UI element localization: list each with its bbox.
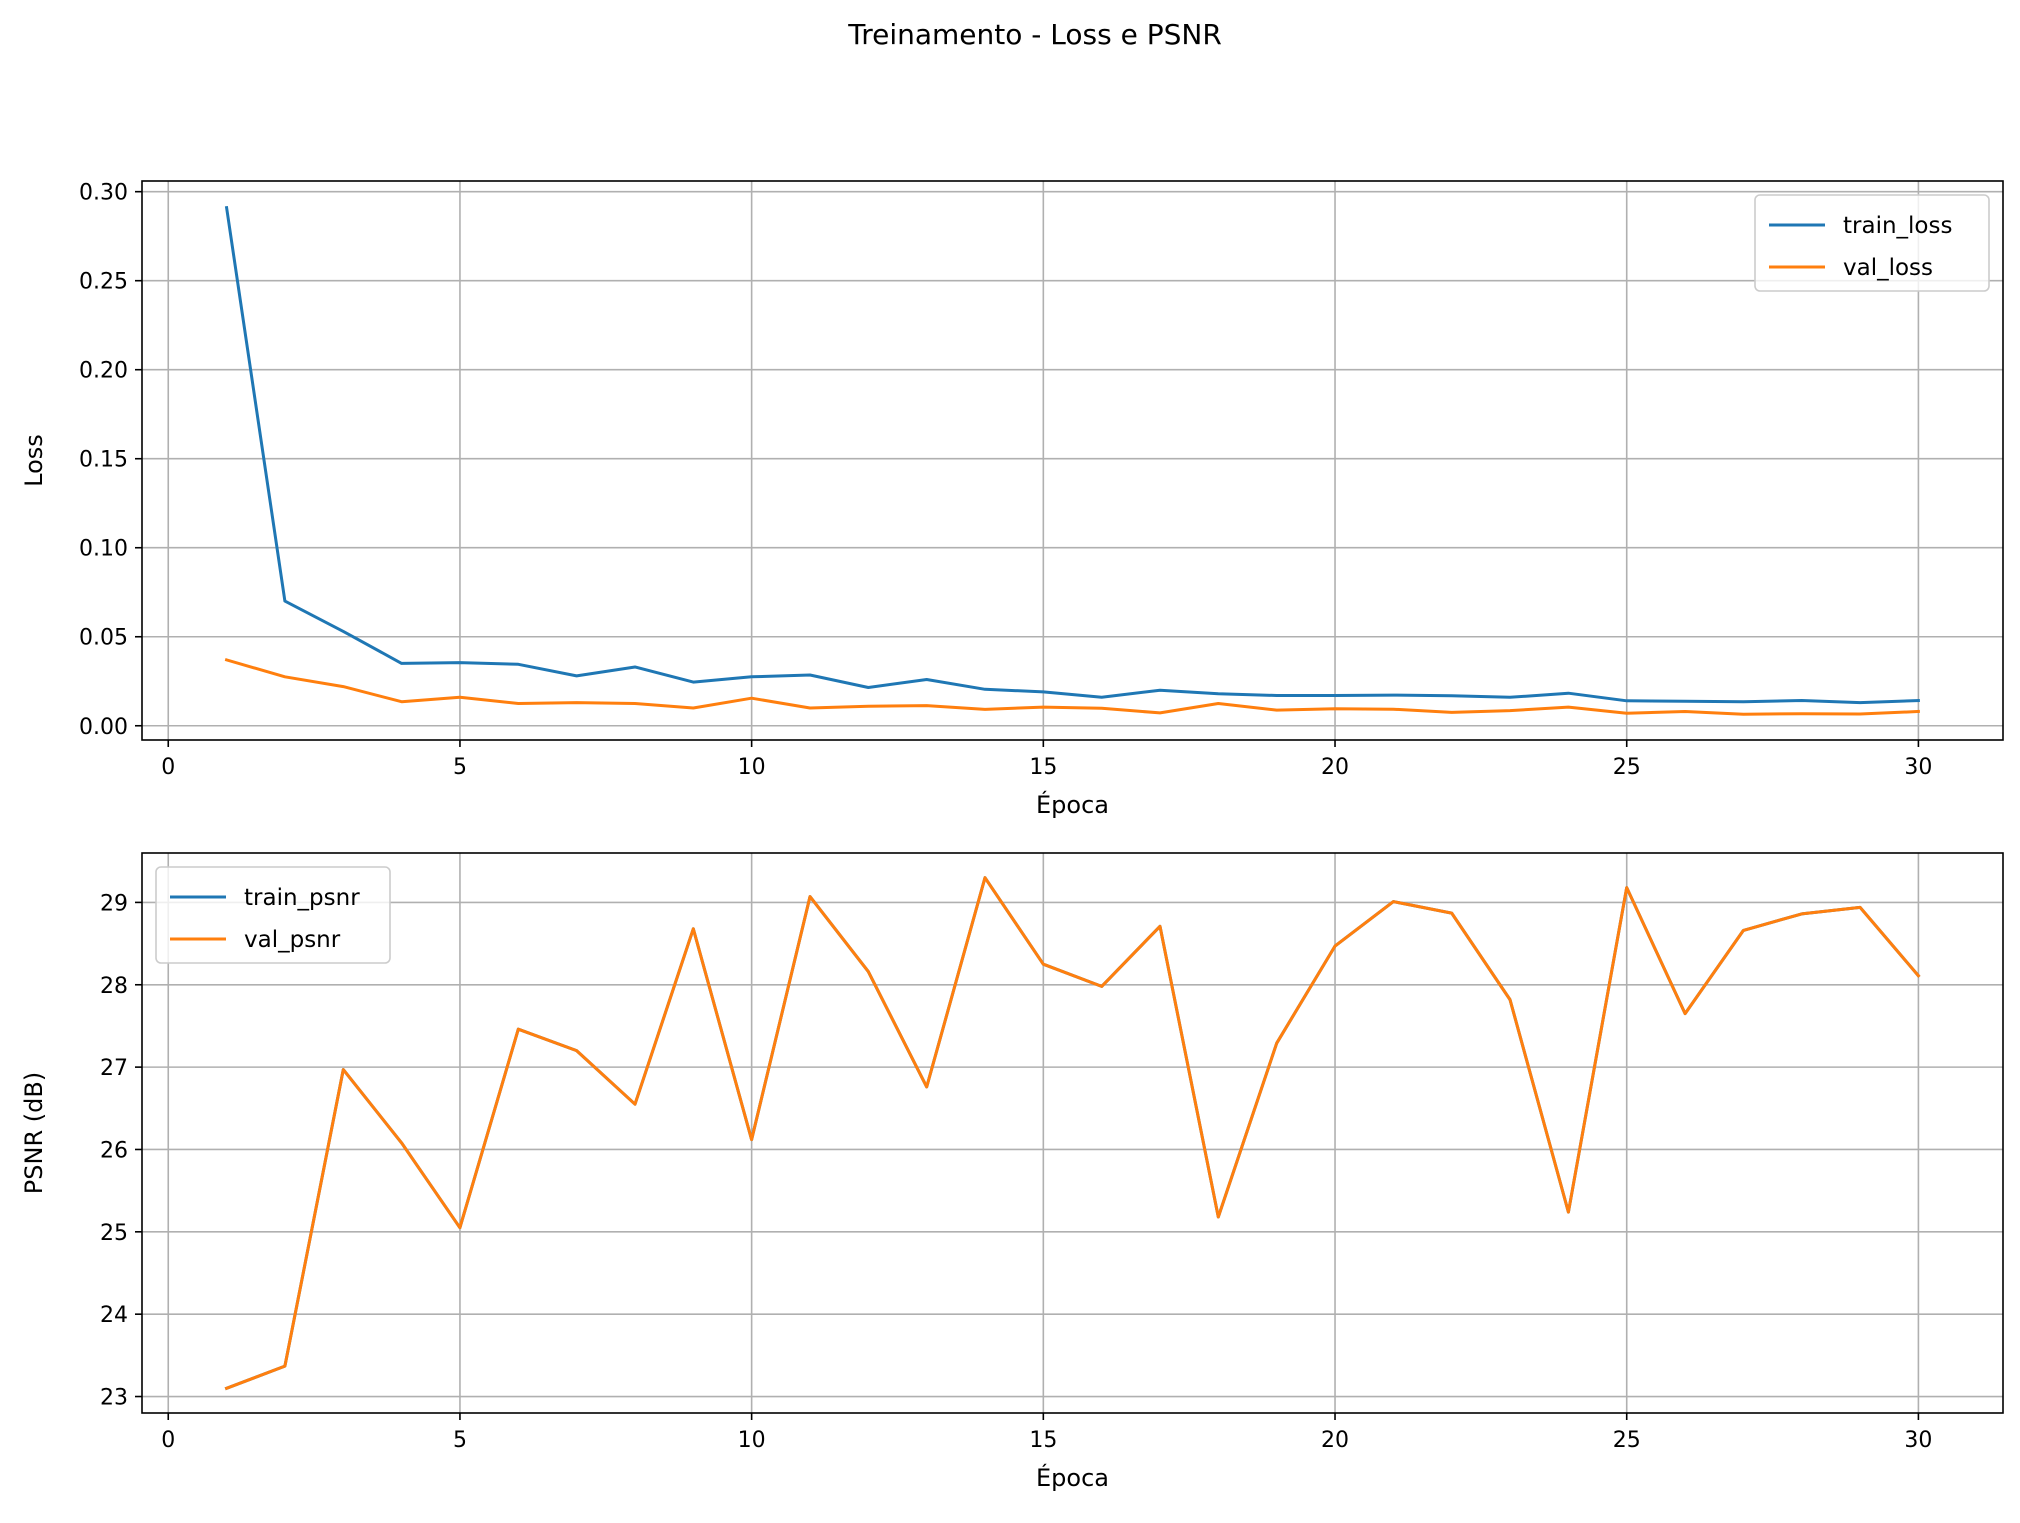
psnr-ytick-label: 29: [100, 891, 128, 916]
psnr-xlabel: Época: [1036, 1463, 1109, 1492]
loss-xlabel: Época: [1036, 790, 1109, 819]
psnr-legend: train_psnr val_psnr: [155, 866, 391, 964]
psnr-xtick-label: 10: [738, 1428, 766, 1453]
loss-xtick-label: 25: [1613, 755, 1641, 780]
loss-ytick-label: 0.15: [79, 448, 128, 473]
psnr-ytick-label: 24: [100, 1303, 128, 1328]
psnr-xtick-label: 0: [161, 1428, 175, 1453]
loss-ytick-label: 0.20: [79, 359, 128, 384]
loss-xtick-label: 0: [161, 755, 175, 780]
psnr-xtick-label: 5: [453, 1428, 467, 1453]
loss-subplot: 0 5 10 15 20 25 30 0.00 0.05 0.10 0.15 0.20 0.25 0.30…: [20, 180, 2004, 819]
psnr-ytick-label: 27: [100, 1056, 128, 1081]
psnr-ylabel: PSNR (dB): [20, 1072, 48, 1194]
loss-ytick-label: 0.30: [79, 181, 128, 206]
psnr-axes-frame: [141, 852, 2004, 1414]
figure-title: Treinamento - Loss e PSNR: [847, 18, 1222, 51]
psnr-ytick-label: 28: [100, 974, 128, 999]
loss-xtick-label: 15: [1029, 755, 1057, 780]
psnr-xtick-label: 30: [1904, 1428, 1932, 1453]
psnr-legend-label-train_psnr: train_psnr: [244, 885, 360, 911]
loss-legend: train_loss val_loss: [1754, 194, 1990, 292]
psnr-xtick-label: 25: [1613, 1428, 1641, 1453]
psnr-subplot: 0 5 10 15 20 25 30 23 24 25 26 27 28 29 Época PSNR (dB)…: [20, 852, 2004, 1492]
psnr-series-val_psnr: [224, 876, 1921, 1391]
psnr-ytick-label: 26: [100, 1138, 128, 1163]
psnr-xtick-label: 15: [1029, 1428, 1057, 1453]
loss-xtick-label: 20: [1321, 755, 1349, 780]
psnr-legend-label-val_psnr: val_psnr: [244, 927, 341, 953]
psnr-ytick-label: 23: [100, 1386, 128, 1411]
loss-xtick-label: 5: [453, 755, 467, 780]
loss-ytick-label: 0.10: [79, 537, 128, 562]
loss-legend-label-train_loss: train_loss: [1843, 213, 1952, 239]
loss-axes-frame: [141, 180, 2004, 741]
loss-series-val_loss: [224, 658, 1920, 716]
loss-ytick-label: 0.25: [79, 270, 128, 295]
loss-ytick-label: 0.05: [79, 626, 128, 651]
loss-ytick-label: 0.00: [79, 715, 128, 740]
loss-xtick-label: 10: [738, 755, 766, 780]
psnr-ytick-label: 25: [100, 1221, 128, 1246]
loss-series-train_loss: [224, 205, 1920, 705]
loss-xtick-label: 30: [1904, 755, 1932, 780]
loss-legend-label-val_loss: val_loss: [1843, 255, 1933, 281]
loss-ylabel: Loss: [20, 434, 48, 487]
psnr-xtick-label: 20: [1321, 1428, 1349, 1453]
